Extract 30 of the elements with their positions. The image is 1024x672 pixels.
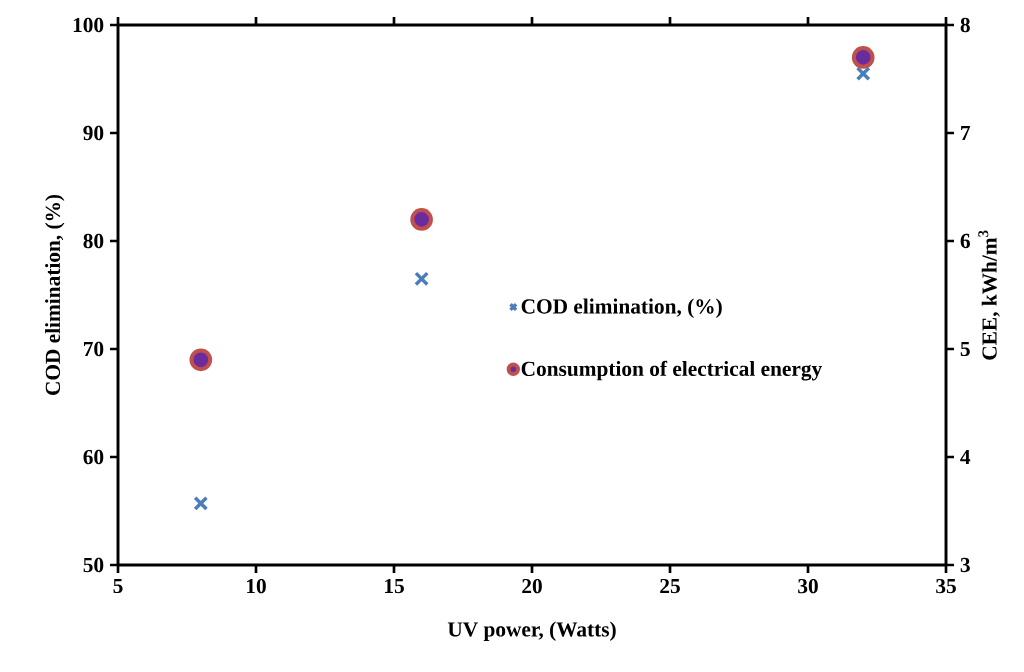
- x-tick-label: 30: [798, 578, 818, 594]
- x-tick-label: 20: [522, 578, 542, 594]
- point: [851, 46, 875, 69]
- y-tick-label: 60: [83, 449, 104, 465]
- y-tick-label: 80: [83, 233, 104, 249]
- y2-tick-label: 4: [960, 449, 971, 465]
- y2-tick-label: 5: [960, 341, 970, 357]
- y2-tick-label: 8: [960, 17, 970, 33]
- y-tick-label: 50: [83, 557, 104, 573]
- y2-axis-title: CEE, kWh/m$^{3}$: [978, 230, 1000, 360]
- legend-label: Consumption of electrical energy: [521, 360, 823, 381]
- x-tick-label: 5: [113, 578, 123, 594]
- point: [193, 496, 209, 511]
- point: [410, 208, 433, 231]
- y-tick-label: 90: [83, 125, 104, 141]
- y-tick-label: 100: [73, 17, 104, 33]
- point: [414, 271, 429, 287]
- y-tick-label: 70: [83, 341, 104, 357]
- x-tick-label: 10: [247, 578, 266, 594]
- point: [855, 66, 871, 81]
- x-tick-label: 25: [660, 578, 680, 594]
- y2-tick-label: 6: [960, 233, 970, 249]
- point: [189, 348, 213, 372]
- x-axis-title: UV power, (Watts): [447, 621, 616, 641]
- x-tick-label: 15: [385, 578, 404, 594]
- y2-tick-label: 3: [960, 557, 970, 573]
- y2-tick-label: 7: [961, 126, 971, 140]
- legend-label: COD elimination, (%): [521, 298, 722, 318]
- x-tick-label: 35: [936, 578, 956, 594]
- y-axis-title: COD elimination, (%): [45, 194, 65, 395]
